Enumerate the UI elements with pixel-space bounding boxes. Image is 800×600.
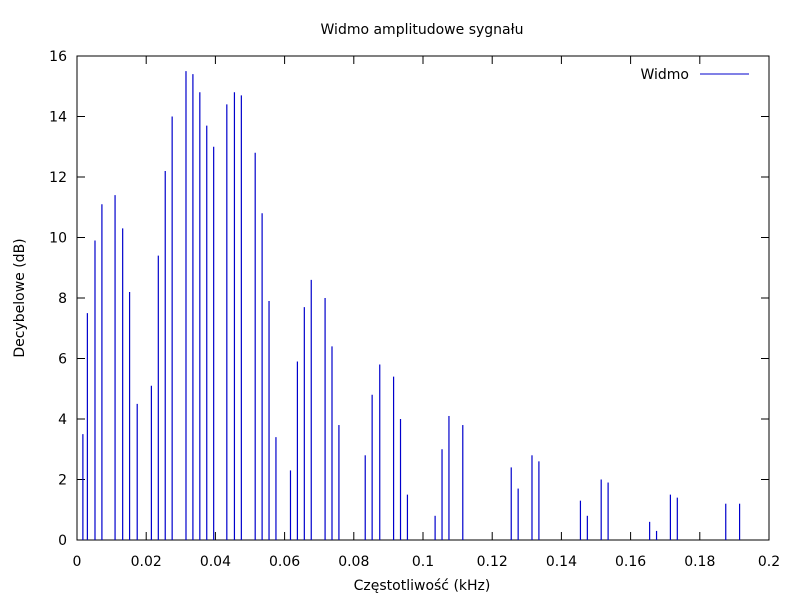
x-tick-label: 0.06 [269,554,300,570]
y-tick-label: 2 [58,473,67,489]
y-tick-label: 8 [58,291,67,307]
x-axis-ticks: 0 0.02 0.04 0.06 0.08 0.1 0.12 0.14 0.16 0.18 0.2 [73,56,780,570]
legend-label: Widmo [640,67,689,83]
y-tick-label: 10 [49,231,67,247]
x-tick-label: 0.08 [338,554,369,570]
plot-frame [76,55,770,541]
x-tick-label: 0.14 [546,554,577,570]
x-tick-label: 0.02 [131,554,162,570]
y-tick-label: 6 [58,352,67,368]
spectrum-bars [82,71,741,540]
y-tick-label: 14 [49,110,67,126]
x-axis-label: Częstotliwość (kHz) [354,578,491,594]
x-tick-label: 0.18 [684,554,715,570]
y-axis-label: Decybelowe (dB) [12,238,28,357]
y-axis-ticks: 0 2 4 6 8 10 12 14 16 [49,49,769,549]
y-tick-label: 4 [58,412,67,428]
y-tick-label: 16 [49,49,67,65]
y-tick-label: 0 [58,533,67,549]
chart-title: Widmo amplitudowe sygnału [321,22,524,38]
x-tick-label: 0.16 [615,554,646,570]
x-tick-label: 0.12 [477,554,508,570]
legend: Widmo [640,67,749,83]
x-tick-label: 0.04 [200,554,231,570]
x-tick-label: 0 [73,554,82,570]
x-tick-label: 0.1 [412,554,434,570]
y-tick-label: 12 [49,170,67,186]
x-tick-label: 0.2 [758,554,780,570]
